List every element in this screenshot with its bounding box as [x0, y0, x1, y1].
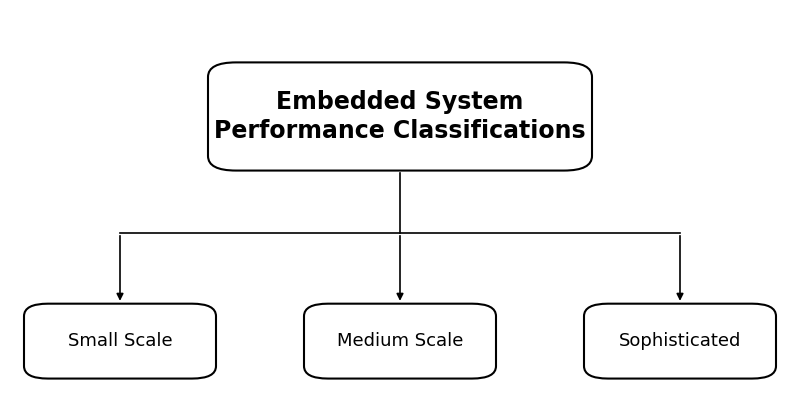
FancyBboxPatch shape: [304, 304, 496, 379]
Text: Small Scale: Small Scale: [68, 332, 172, 350]
FancyBboxPatch shape: [584, 304, 776, 379]
FancyBboxPatch shape: [24, 304, 216, 379]
Text: Medium Scale: Medium Scale: [337, 332, 463, 350]
FancyBboxPatch shape: [208, 62, 592, 171]
Text: Sophisticated: Sophisticated: [619, 332, 741, 350]
Text: Embedded System
Performance Classifications: Embedded System Performance Classificati…: [214, 89, 586, 144]
